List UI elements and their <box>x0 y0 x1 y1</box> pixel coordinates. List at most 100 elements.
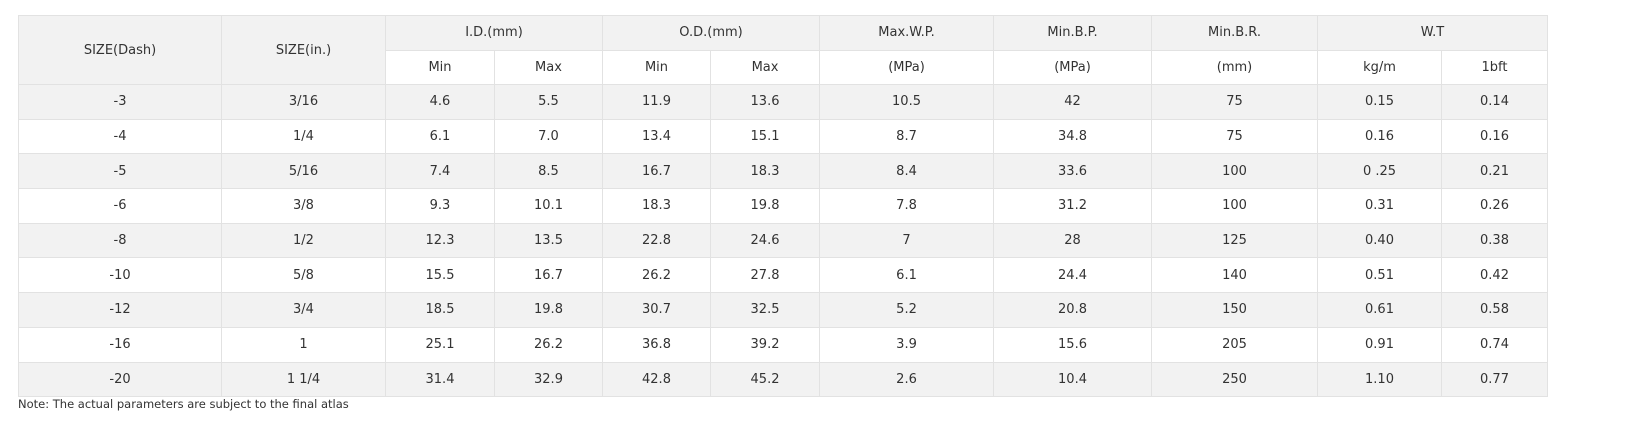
header-cell: W.T <box>1317 15 1549 51</box>
header-cell: SIZE(in.) <box>221 15 386 85</box>
data-cell: 4.6 <box>385 84 495 120</box>
data-cell: 24.4 <box>993 257 1153 294</box>
data-cell: 28 <box>993 222 1153 259</box>
data-cell: 0.14 <box>1441 84 1549 120</box>
data-cell: 1 1/4 <box>221 361 386 398</box>
data-cell: -4 <box>18 118 222 155</box>
data-cell: 1/4 <box>221 118 386 155</box>
data-cell: 36.8 <box>602 326 711 363</box>
data-cell: 75 <box>1151 84 1319 120</box>
data-cell: 0.91 <box>1317 326 1443 363</box>
data-row: -16 1 25.1 26.2 36.8 39.2 3.9 15.6 205 0.91 0.74 <box>18 326 1549 363</box>
data-cell: 0 .25 <box>1317 153 1443 190</box>
data-cell: -6 <box>18 188 222 224</box>
data-cell: 140 <box>1151 257 1319 294</box>
table-head: SIZE(Dash) SIZE(in.) I.D.(mm) O.D.(mm) M… <box>18 15 1549 85</box>
data-cell: 7.0 <box>494 118 603 155</box>
data-cell: 18.5 <box>385 292 495 328</box>
spec-table: SIZE(Dash) SIZE(in.) I.D.(mm) O.D.(mm) M… <box>18 15 1549 398</box>
data-cell: 0.38 <box>1441 222 1549 259</box>
data-cell: 15.5 <box>385 257 495 294</box>
data-cell: 39.2 <box>709 326 821 363</box>
data-cell: -16 <box>18 326 222 363</box>
data-cell: 32.9 <box>494 361 603 398</box>
data-cell: 250 <box>1151 361 1319 398</box>
subheader-cell: (MPa) <box>993 49 1153 85</box>
data-cell: 18.3 <box>602 188 711 224</box>
data-cell: 0.40 <box>1317 222 1443 259</box>
data-cell: 7.4 <box>385 153 495 190</box>
data-cell: 7 <box>819 222 995 259</box>
data-cell: -5 <box>18 153 222 190</box>
data-cell: 100 <box>1151 153 1319 190</box>
data-row: -5 5/16 7.4 8.5 16.7 18.3 8.4 33.6 100 0 .25 0.21 <box>18 153 1549 190</box>
subheader-cell: 1bft <box>1441 49 1549 85</box>
data-cell: 9.3 <box>385 188 495 224</box>
data-cell: 16.7 <box>494 257 603 294</box>
data-cell: 8.7 <box>819 118 995 155</box>
data-cell: 22.8 <box>602 222 711 259</box>
subheader-row: Min Max Min Max (MPa) (MPa) (mm) kg/m 1b… <box>19 49 1549 85</box>
data-cell: 2.6 <box>819 361 995 398</box>
data-cell: 205 <box>1151 326 1319 363</box>
data-cell: 0.58 <box>1441 292 1549 328</box>
table-body: -3 3/16 4.6 5.5 11.9 13.6 10.5 42 75 0.15 0.14 -4 1/… <box>18 84 1549 398</box>
data-cell: 0.16 <box>1441 118 1549 155</box>
data-cell: 42 <box>993 84 1153 120</box>
data-cell: 75 <box>1151 118 1319 155</box>
subheader-cell: Max <box>494 49 603 85</box>
data-cell: 5.5 <box>494 84 603 120</box>
data-cell: 0.26 <box>1441 188 1549 224</box>
data-cell: 0.42 <box>1441 257 1549 294</box>
data-cell: 0.31 <box>1317 188 1443 224</box>
data-row: -12 3/4 18.5 19.8 30.7 32.5 5.2 20.8 150 0.61 0.58 <box>18 292 1549 328</box>
data-cell: 3/16 <box>221 84 386 120</box>
header-cell: Min.B.P. <box>993 15 1153 51</box>
data-cell: 34.8 <box>993 118 1153 155</box>
data-cell: 1.10 <box>1317 361 1443 398</box>
data-cell: 0.61 <box>1317 292 1443 328</box>
data-cell: 3/4 <box>221 292 386 328</box>
data-cell: 6.1 <box>385 118 495 155</box>
data-cell: -3 <box>18 84 222 120</box>
data-cell: 24.6 <box>709 222 821 259</box>
header-cell: Min.B.R. <box>1151 15 1319 51</box>
data-row: -3 3/16 4.6 5.5 11.9 13.6 10.5 42 75 0.15 0.14 <box>18 84 1549 120</box>
table-wrapper: SIZE(Dash) SIZE(in.) I.D.(mm) O.D.(mm) M… <box>18 15 1549 398</box>
header-cell: SIZE(Dash) <box>18 15 222 85</box>
data-cell: 5/8 <box>221 257 386 294</box>
data-cell: 150 <box>1151 292 1319 328</box>
data-cell: 8.5 <box>494 153 603 190</box>
subheader-cell: Min <box>385 49 495 85</box>
header-cell: Max.W.P. <box>819 15 995 51</box>
data-row: -10 5/8 15.5 16.7 26.2 27.8 6.1 24.4 140 0.51 0.42 <box>18 257 1549 294</box>
data-cell: 10.1 <box>494 188 603 224</box>
data-cell: 1 <box>221 326 386 363</box>
data-cell: 19.8 <box>709 188 821 224</box>
data-cell: 125 <box>1151 222 1319 259</box>
data-cell: 18.3 <box>709 153 821 190</box>
data-cell: 13.4 <box>602 118 711 155</box>
data-cell: 10.5 <box>819 84 995 120</box>
data-row: -20 1 1/4 31.4 32.9 42.8 45.2 2.6 10.4 250 1.10 0.… <box>18 361 1549 398</box>
data-cell: 5.2 <box>819 292 995 328</box>
data-cell: 13.5 <box>494 222 603 259</box>
header-cell: I.D.(mm) <box>385 15 603 51</box>
data-cell: 0.77 <box>1441 361 1549 398</box>
data-cell: 7.8 <box>819 188 995 224</box>
note: Note: The actual parameters are subject … <box>18 397 349 411</box>
header-cell: O.D.(mm) <box>601 15 821 51</box>
data-cell: 31.2 <box>993 188 1153 224</box>
data-cell: 27.8 <box>709 257 821 294</box>
data-cell: 15.6 <box>993 326 1153 363</box>
data-row: -6 3/8 9.3 10.1 18.3 19.8 7.8 31.2 100 0.31 0.26 <box>18 188 1549 224</box>
subheader-cell: Max <box>709 49 821 85</box>
data-cell: 11.9 <box>602 84 711 120</box>
data-cell: 25.1 <box>385 326 495 363</box>
data-cell: 13.6 <box>709 84 821 120</box>
data-cell: 33.6 <box>993 153 1153 190</box>
data-cell: 8.4 <box>819 153 995 190</box>
data-cell: 42.8 <box>602 361 711 398</box>
data-cell: 16.7 <box>602 153 711 190</box>
